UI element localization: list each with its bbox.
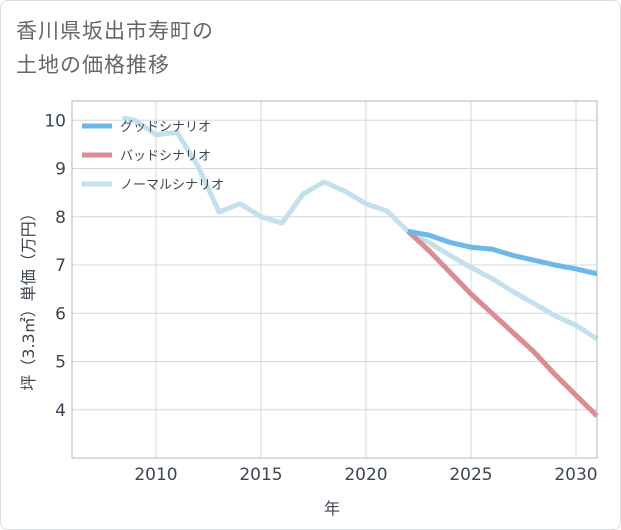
x-tick-label: 2010 [134,465,177,485]
plot-border [71,100,598,459]
x-tick-label: 2020 [344,465,387,485]
tick-labels: 2010 2015 2020 2025 2030 4 5 6 7 8 9 10 [44,111,597,485]
x-tick-label: 2015 [239,465,282,485]
legend-label: グッドシナリオ [120,120,211,135]
series-line [406,229,599,418]
y-tick-label: 4 [55,401,66,421]
y-tick-label: 8 [55,208,66,228]
y-tick-label: 9 [55,160,66,180]
chart-title-line-1: 香川県坂出市寿町の [16,19,214,43]
chart-title-line-2: 土地の価格推移 [16,53,170,77]
series-layer [121,115,599,418]
legend-label: ノーマルシナリオ [120,178,224,193]
chart-title: 香川県坂出市寿町の 土地の価格推移 [16,14,214,82]
y-axis-label: 坪（3.3㎡）単価（万円） [19,205,38,390]
grid [72,101,597,458]
y-tick-label: 10 [44,111,66,131]
x-tick-label: 2030 [554,465,597,485]
x-tick-label: 2025 [449,465,492,485]
x-axis-label: 年 [324,499,340,518]
series-line [407,228,598,277]
y-tick-label: 7 [55,256,66,276]
y-tick-label: 5 [55,353,66,373]
legend-label: バッドシナリオ [120,149,211,164]
series-line [121,115,599,341]
y-tick-label: 6 [55,304,66,324]
